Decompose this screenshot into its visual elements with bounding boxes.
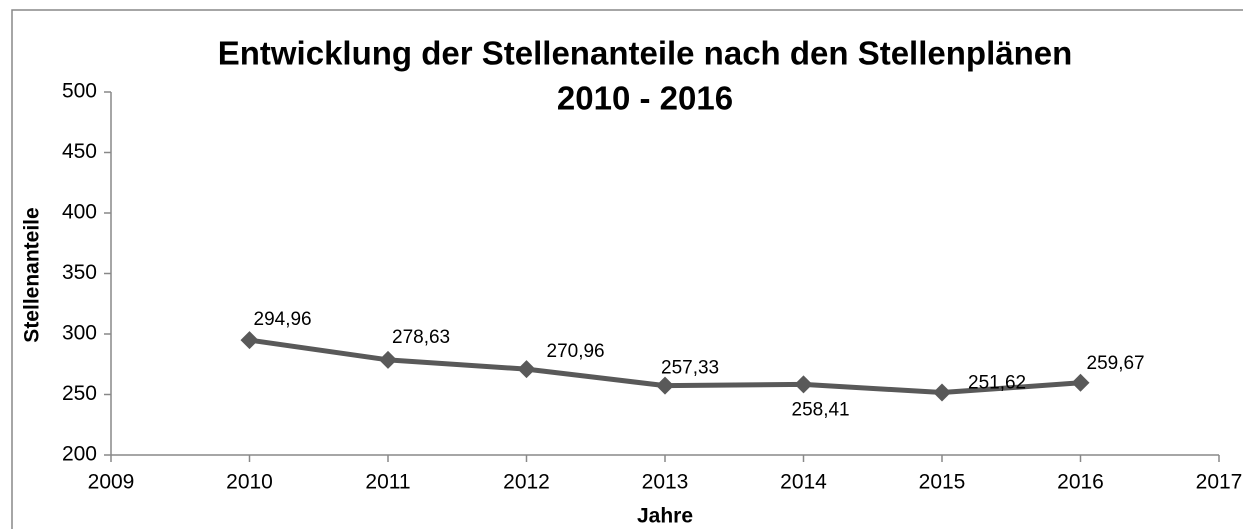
y-tick-label: 500: [62, 80, 97, 103]
data-point: [794, 375, 813, 394]
x-tick-label: 2012: [503, 471, 550, 494]
data-label: 257,33: [661, 358, 719, 379]
data-point: [656, 376, 674, 395]
chart-border: [11, 9, 1243, 529]
data-label: 251,62: [968, 373, 1026, 394]
y-tick-label: 450: [62, 140, 97, 163]
y-tick-label: 300: [62, 322, 97, 345]
data-point: [379, 350, 397, 369]
x-tick-label: 2015: [919, 471, 966, 494]
y-tick-label: 250: [62, 382, 97, 405]
y-axis-title: Stellenanteile: [21, 207, 44, 342]
x-axis-title: Jahre: [637, 505, 693, 528]
x-tick-label: 2013: [642, 471, 689, 494]
chart-title: 2010 - 2016: [557, 80, 733, 117]
data-label: 258,41: [792, 399, 850, 420]
data-point: [517, 360, 536, 379]
y-tick-label: 400: [62, 201, 97, 224]
chart-title: Entwicklung der Stellenanteile nach den …: [218, 35, 1073, 72]
data-point: [1071, 373, 1090, 392]
data-label: 259,67: [1087, 353, 1145, 374]
x-tick-label: 2011: [365, 471, 410, 494]
x-tick-label: 2014: [780, 471, 827, 494]
data-label: 278,63: [392, 327, 450, 348]
data-label: 294,96: [254, 309, 312, 330]
data-point: [240, 331, 259, 350]
x-tick-label: 2010: [226, 471, 273, 494]
x-tick-label: 2009: [88, 471, 135, 494]
y-tick-label: 200: [62, 443, 97, 466]
x-tick-label: 2017: [1196, 471, 1243, 494]
data-label: 270,96: [547, 341, 605, 362]
x-tick-label: 2016: [1057, 471, 1104, 494]
y-tick-label: 350: [62, 261, 97, 284]
data-point: [933, 383, 951, 402]
